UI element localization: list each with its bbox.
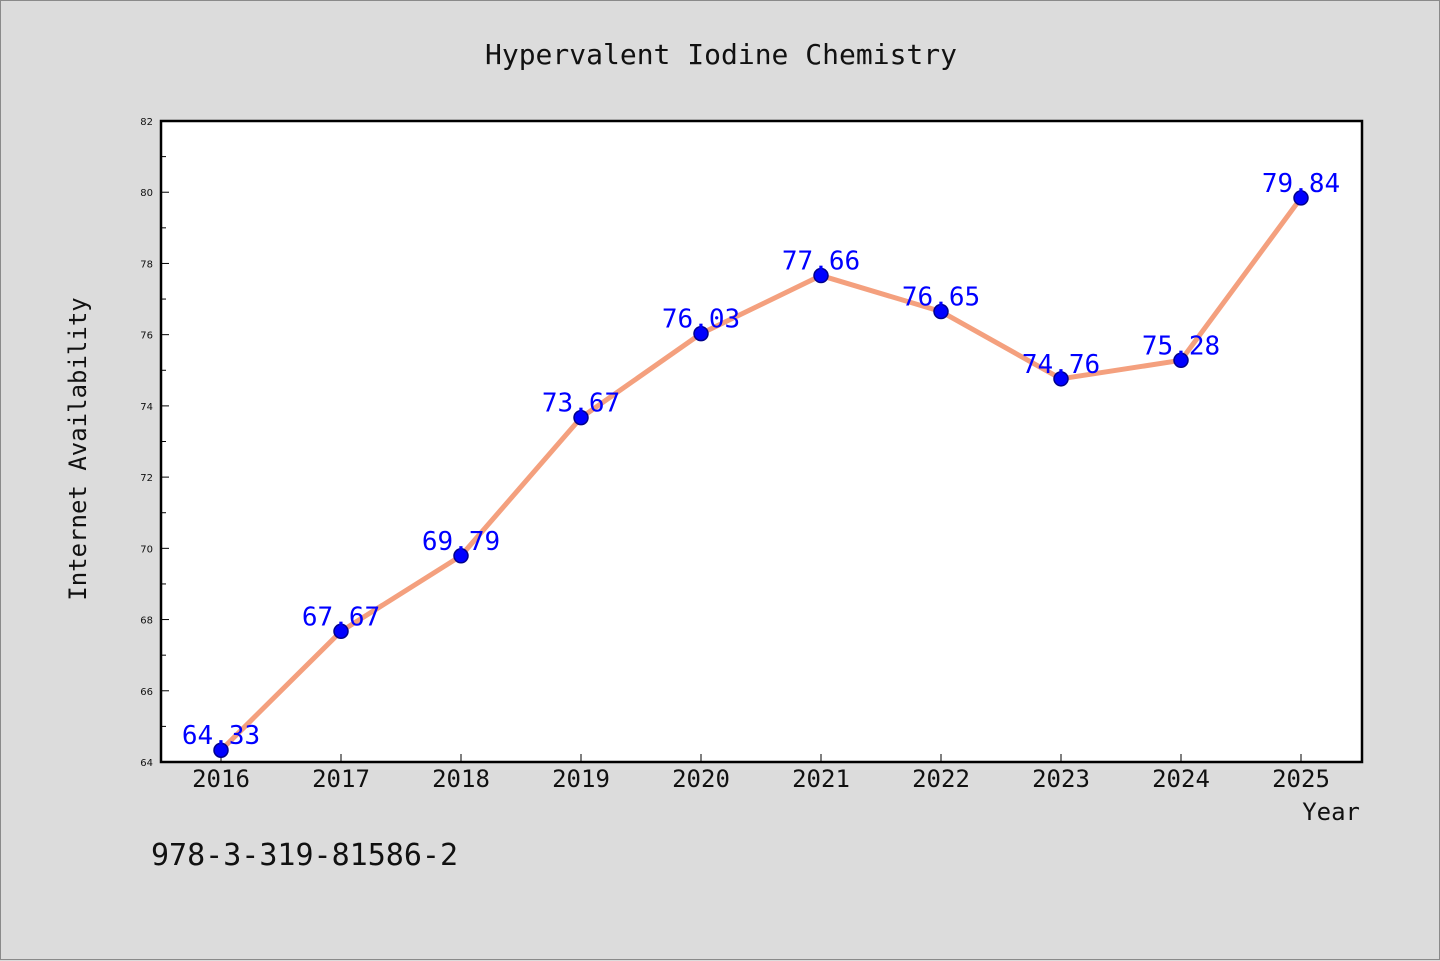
data-point-2017 bbox=[333, 623, 349, 640]
data-point-2023 bbox=[1053, 371, 1069, 387]
data-label-2024: 75.28 bbox=[1142, 331, 1220, 361]
plot-area bbox=[159, 119, 1364, 764]
data-point-2020 bbox=[693, 325, 709, 342]
x-tick-label-2023: 2023 bbox=[1032, 765, 1090, 793]
data-label-2016: 64.33 bbox=[182, 721, 260, 751]
y-tick-label-74: 74 bbox=[140, 402, 153, 413]
x-axis-label: Year bbox=[1302, 798, 1360, 826]
series-line bbox=[218, 195, 1304, 753]
series-line-group bbox=[213, 190, 1309, 758]
data-point-2018 bbox=[453, 548, 469, 564]
data-label-2021: 77.66 bbox=[782, 247, 860, 277]
y-axis-label: Internet Availability bbox=[64, 297, 92, 600]
x-tick-label-2019: 2019 bbox=[552, 765, 610, 793]
data-point-2019 bbox=[573, 409, 589, 426]
data-label-2019: 73.67 bbox=[542, 389, 620, 419]
footnote-isbn: 978-3-319-81586-2 bbox=[151, 838, 458, 873]
data-point-2025 bbox=[1293, 190, 1309, 206]
data-labels: 64.33 67.67 69.79 73.67 76.03 77.66 76.65 74.76… bbox=[182, 169, 1340, 751]
y-tick-label-76: 76 bbox=[140, 331, 153, 342]
x-tick-label-2022: 2022 bbox=[912, 765, 970, 793]
y-tick-label-68: 68 bbox=[140, 616, 153, 627]
data-point-2024 bbox=[1173, 352, 1189, 369]
x-tick-label-2020: 2020 bbox=[672, 765, 730, 793]
x-tick-label-2025: 2025 bbox=[1272, 765, 1330, 793]
y-tick-label-82: 82 bbox=[140, 117, 153, 128]
data-label-2022: 76.65 bbox=[902, 283, 980, 313]
y-tick-label-64: 64 bbox=[140, 758, 153, 769]
y-tick-label-78: 78 bbox=[140, 259, 153, 270]
data-label-2025: 79.84 bbox=[1262, 169, 1340, 199]
x-tick-label-2017: 2017 bbox=[312, 765, 370, 793]
chart-title: Hypervalent Iodine Chemistry bbox=[485, 38, 957, 71]
data-point-2016 bbox=[213, 742, 229, 758]
data-label-2023: 74.76 bbox=[1022, 350, 1100, 380]
data-label-2018: 69.79 bbox=[422, 527, 500, 557]
y-tick-label-70: 70 bbox=[140, 544, 153, 555]
y-tick-label-66: 66 bbox=[140, 687, 153, 698]
y-axis: 64 66 68 70 72 74 76 78 80 82 bbox=[140, 117, 169, 769]
y-tick-label-80: 80 bbox=[140, 188, 153, 199]
data-label-2020: 76.03 bbox=[662, 305, 740, 335]
x-tick-label-2024: 2024 bbox=[1152, 765, 1210, 793]
x-tick-label-2018: 2018 bbox=[432, 765, 490, 793]
data-point-2021 bbox=[813, 267, 829, 284]
x-tick-label-2021: 2021 bbox=[792, 765, 850, 793]
x-tick-label-2016: 2016 bbox=[192, 765, 250, 793]
data-label-2017: 67.67 bbox=[302, 602, 380, 632]
data-point-2022 bbox=[933, 303, 949, 320]
y-tick-label-72: 72 bbox=[140, 473, 153, 484]
x-axis: 2016 2017 2018 2019 2020 2021 2022 2023 2024 2025 bbox=[192, 754, 1330, 793]
